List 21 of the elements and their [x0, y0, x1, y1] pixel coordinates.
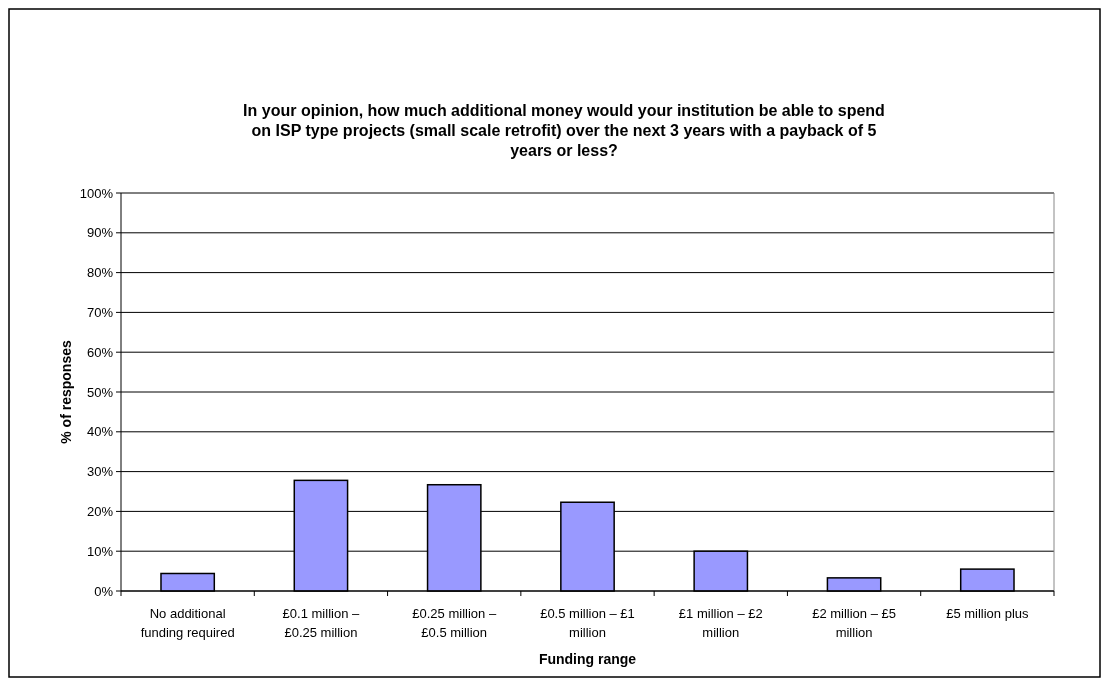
- x-tick-label: £2 million – £5 million: [812, 606, 896, 640]
- y-tick-label: 10%: [86, 543, 114, 559]
- y-tick-label: 70%: [86, 304, 114, 320]
- y-tick-label: 80%: [86, 265, 114, 281]
- y-tick-label: 60%: [86, 344, 114, 360]
- chart-title: In your opinion, how much additional money would your institution be able to spend on ISP type projects (small scale retrofit) over the next 3 years with a payback of 5 years or less?: [243, 102, 885, 159]
- y-tick-label: 90%: [86, 225, 114, 241]
- x-tick-label: No additional funding required: [140, 606, 235, 640]
- x-tick-label: £0.25 million – £0.5 million: [412, 606, 497, 640]
- x-axis-title: Funding range: [538, 651, 637, 667]
- y-tick-label: 50%: [86, 384, 114, 400]
- y-tick-label: 30%: [86, 464, 114, 480]
- y-tick-label: 100%: [79, 185, 114, 201]
- y-axis-title: % of responses: [58, 340, 74, 444]
- x-tick-label: £0.1 million – £0.25 million: [282, 606, 360, 640]
- x-tick-label: £5 million plus: [946, 606, 1030, 621]
- y-tick-label: 20%: [86, 503, 114, 519]
- x-tick-label: £0.5 million – £1 million: [540, 606, 635, 640]
- y-tick-label: 0%: [94, 583, 114, 599]
- x-tick-label: £1 million – £2 million: [678, 606, 763, 640]
- y-tick-label: 40%: [86, 424, 114, 440]
